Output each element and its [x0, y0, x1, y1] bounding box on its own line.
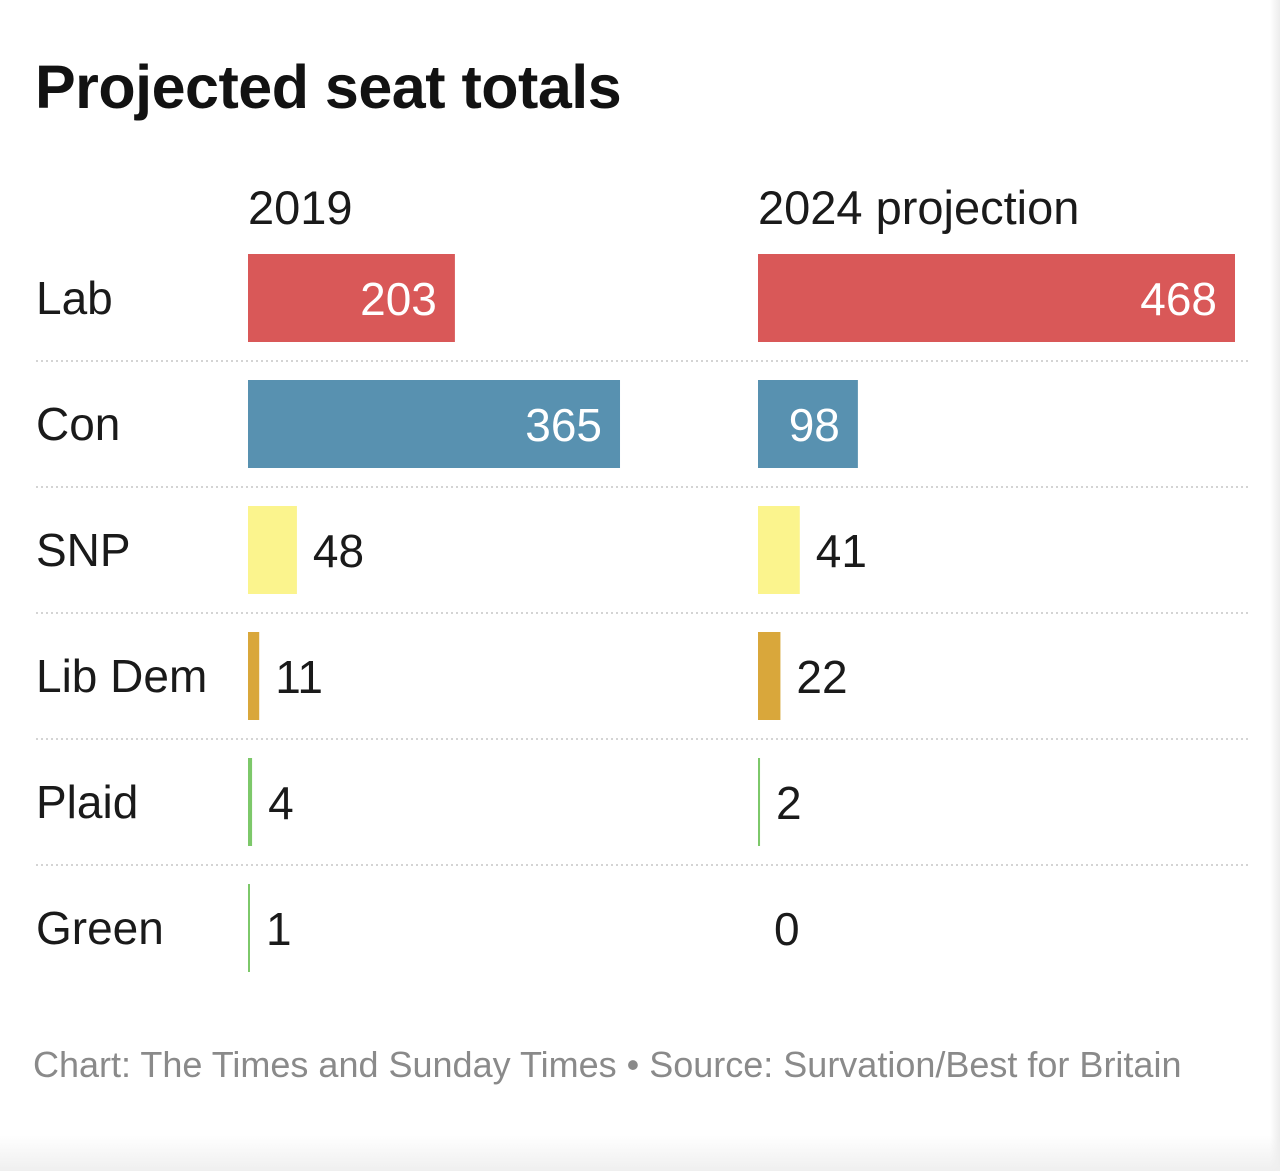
- value-label-lab-2024: 468: [1140, 273, 1217, 325]
- category-label-lab: Lab: [36, 272, 113, 324]
- page-edge-shadow: [1270, 0, 1280, 1171]
- value-label-green-2024: 0: [774, 903, 800, 955]
- category-label-con: Con: [36, 398, 120, 450]
- category-label-green: Green: [36, 902, 164, 954]
- category-label-snp: SNP: [36, 524, 131, 576]
- column-header-2024-projection: 2024 projection: [758, 181, 1080, 234]
- value-label-plaid-2024: 2: [776, 777, 802, 829]
- value-label-con-2019: 365: [525, 399, 602, 451]
- category-label-plaid: Plaid: [36, 776, 138, 828]
- value-label-lib-dem-2019: 11: [275, 651, 323, 703]
- bar-con-2024: [758, 380, 858, 468]
- value-label-green-2019: 1: [266, 903, 292, 955]
- bar-snp-2019: [248, 506, 297, 594]
- bar-snp-2024: [758, 506, 800, 594]
- value-label-snp-2019: 48: [313, 525, 364, 577]
- bar-con-2019: [248, 380, 621, 468]
- value-label-plaid-2019: 4: [268, 777, 294, 829]
- value-label-lib-dem-2024: 22: [796, 651, 847, 703]
- bottom-fade: [0, 1135, 1280, 1171]
- bar-lab-2024: [758, 254, 1235, 342]
- value-label-snp-2024: 41: [816, 525, 867, 577]
- bar-plaid-2024: [758, 758, 761, 846]
- column-header-2019: 2019: [248, 181, 353, 234]
- bar-lib-dem-2024: [758, 632, 781, 720]
- chart-source: Chart: The Times and Sunday Times • Sour…: [33, 1044, 1182, 1085]
- category-label-lib-dem: Lib Dem: [36, 650, 207, 702]
- bar-green-2019: [248, 884, 250, 972]
- chart-title: Projected seat totals: [35, 53, 622, 121]
- value-label-lab-2019: 203: [360, 273, 437, 325]
- value-label-con-2024: 98: [789, 399, 840, 451]
- bar-lab-2019: [248, 254, 455, 342]
- bar-plaid-2019: [248, 758, 253, 846]
- bar-lib-dem-2019: [248, 632, 260, 720]
